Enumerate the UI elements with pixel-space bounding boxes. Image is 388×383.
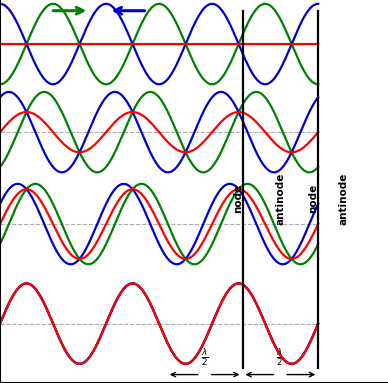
Text: $\frac{\lambda}{2}$: $\frac{\lambda}{2}$: [201, 347, 209, 368]
Text: antinode: antinode: [338, 172, 348, 225]
Text: node: node: [308, 184, 319, 213]
Text: antinode: antinode: [275, 172, 285, 225]
Text: $\frac{\lambda}{2}$: $\frac{\lambda}{2}$: [276, 347, 284, 368]
Text: node: node: [233, 184, 243, 213]
